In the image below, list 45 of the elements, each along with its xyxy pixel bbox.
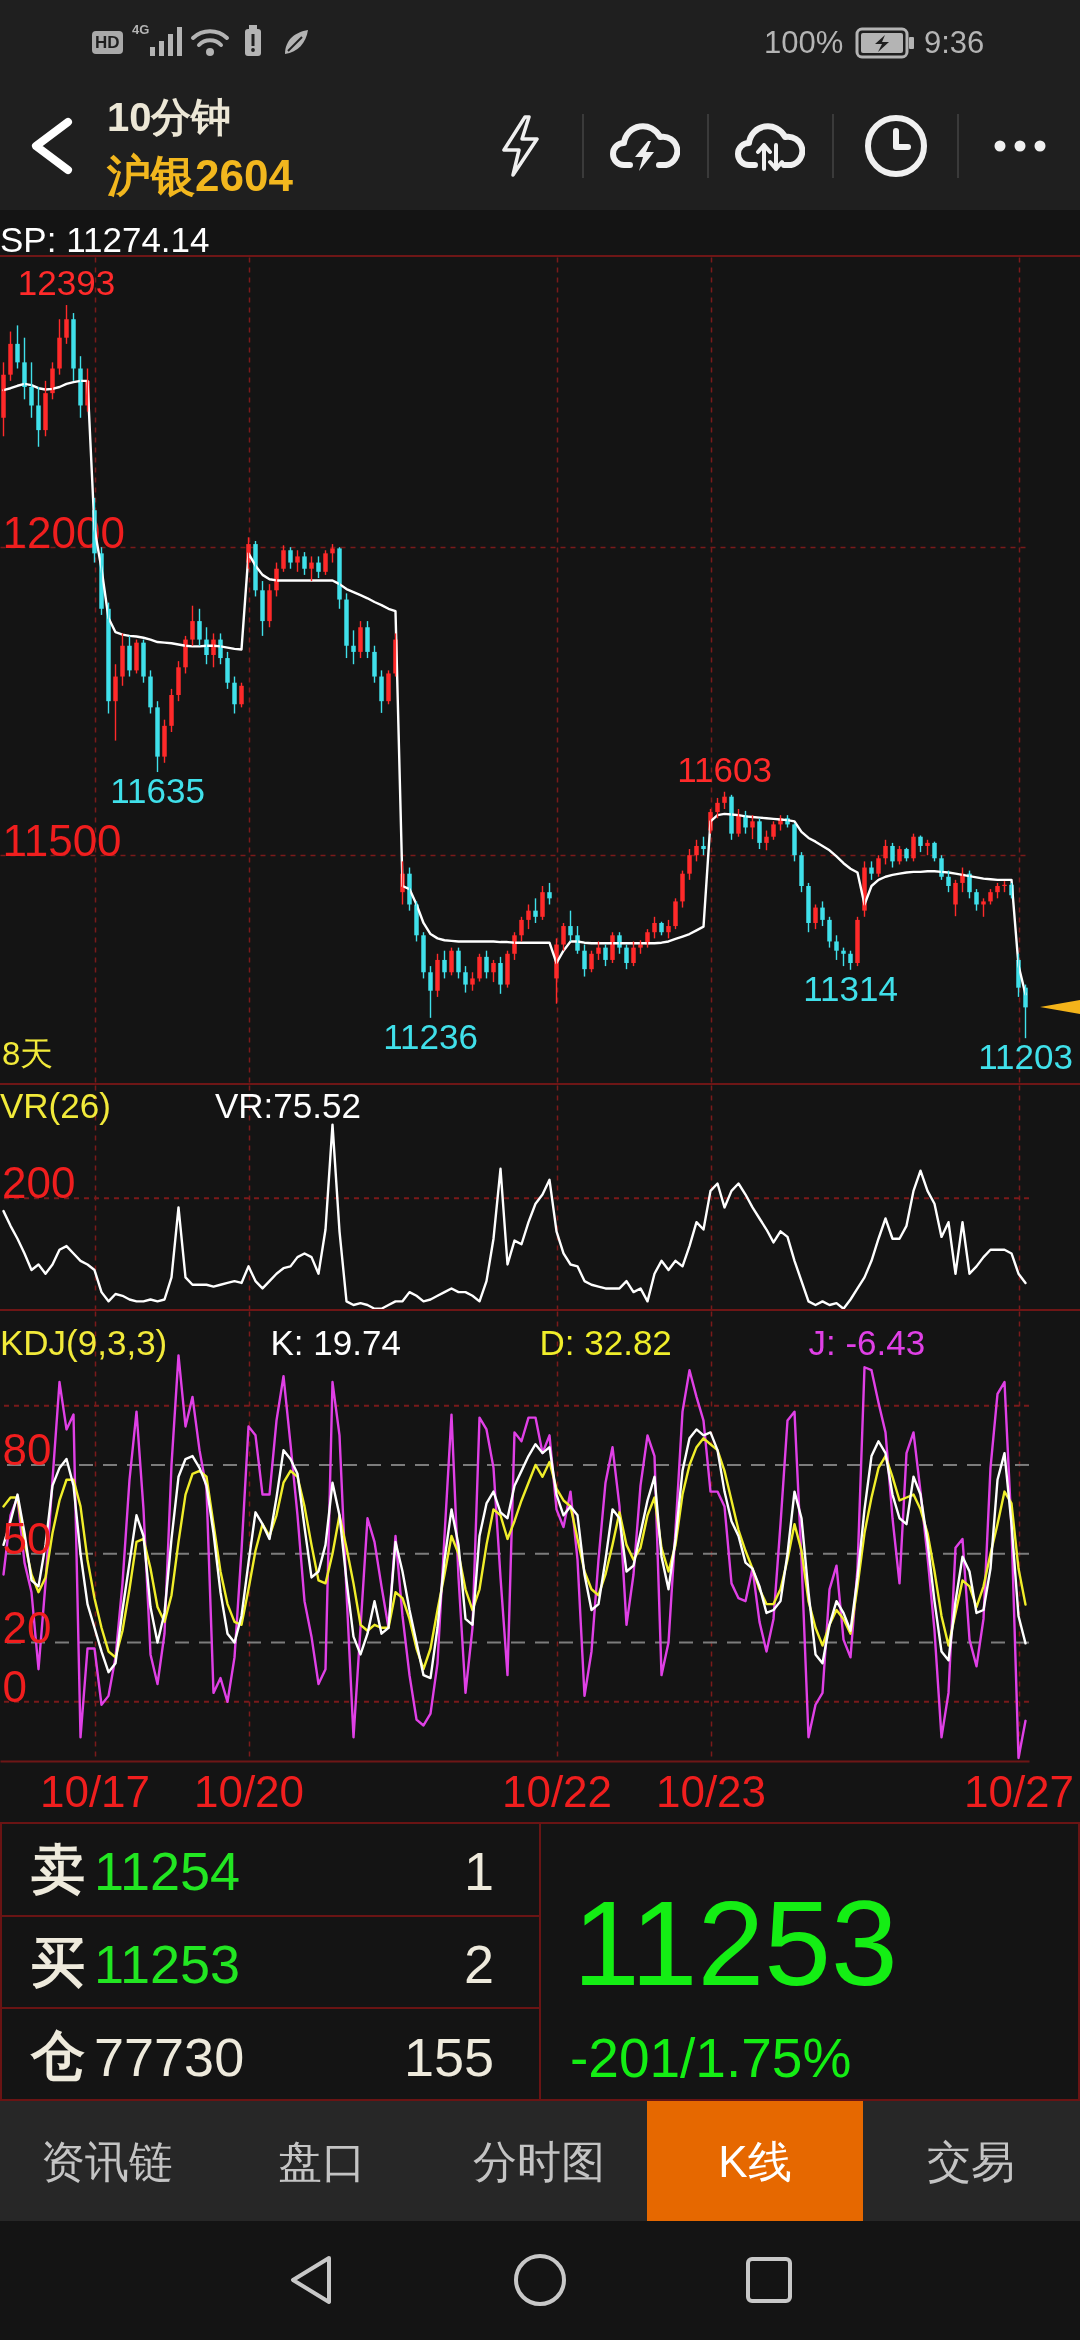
text: HD [92,30,123,54]
text: 买 [31,1932,85,1992]
text: 卖 [31,1839,85,1899]
annotation: 11635 [110,771,205,811]
y-tick-label: 11500 [2,815,122,865]
text: 4G [132,21,150,37]
x-tick-label: 10/27 [963,1766,1075,1816]
chart-title: KDJ(9,3,3) [0,1323,168,1362]
text: 资讯链 [41,2137,173,2186]
text: 1 [463,1841,494,1901]
chart-title: VR(26) [0,1086,111,1125]
text: 77730 [94,2027,245,2087]
x-tick-label: 10/20 [193,1766,305,1816]
annotation: 11314 [803,968,898,1008]
text: 9:36 [924,24,985,60]
annotation: 12393 [17,263,116,303]
text: 分时图 [473,2137,605,2186]
annotation: 8天 [2,1035,54,1072]
text: 盘口 [278,2137,366,2186]
text: 沪银2604 [107,151,293,200]
text: -201/1.75% [570,2026,852,2089]
text: 100% [764,24,844,60]
x-tick-label: 10/17 [39,1766,151,1816]
text: 11253 [573,1876,898,2010]
text: D: 32.82 [539,1323,672,1362]
series-label: J: -6.43 [808,1323,926,1362]
annotation: 200 [2,1158,76,1208]
annotation: 11203 [978,1037,1073,1077]
text: 10分钟 [107,95,232,139]
text: K: 19.74 [270,1323,401,1362]
y-tick-label: 80 [2,1425,52,1475]
text: 交易 [927,2137,1015,2186]
text: 仓 [31,2025,85,2085]
annotation: 11236 [383,1016,478,1056]
text: 11253 [94,1934,241,1994]
text: 2 [463,1934,494,1994]
y-tick-label: 0 [2,1662,27,1712]
x-tick-label: 10/22 [501,1766,613,1816]
x-tick-label: 10/23 [655,1766,767,1816]
series-label: VR:75.52 [215,1086,361,1125]
text: K线 [718,2137,792,2186]
annotation: 11603 [677,749,772,789]
text: 11254 [94,1841,241,1901]
text: SP: 11274.14 [0,220,210,259]
text: 155 [403,2027,494,2087]
